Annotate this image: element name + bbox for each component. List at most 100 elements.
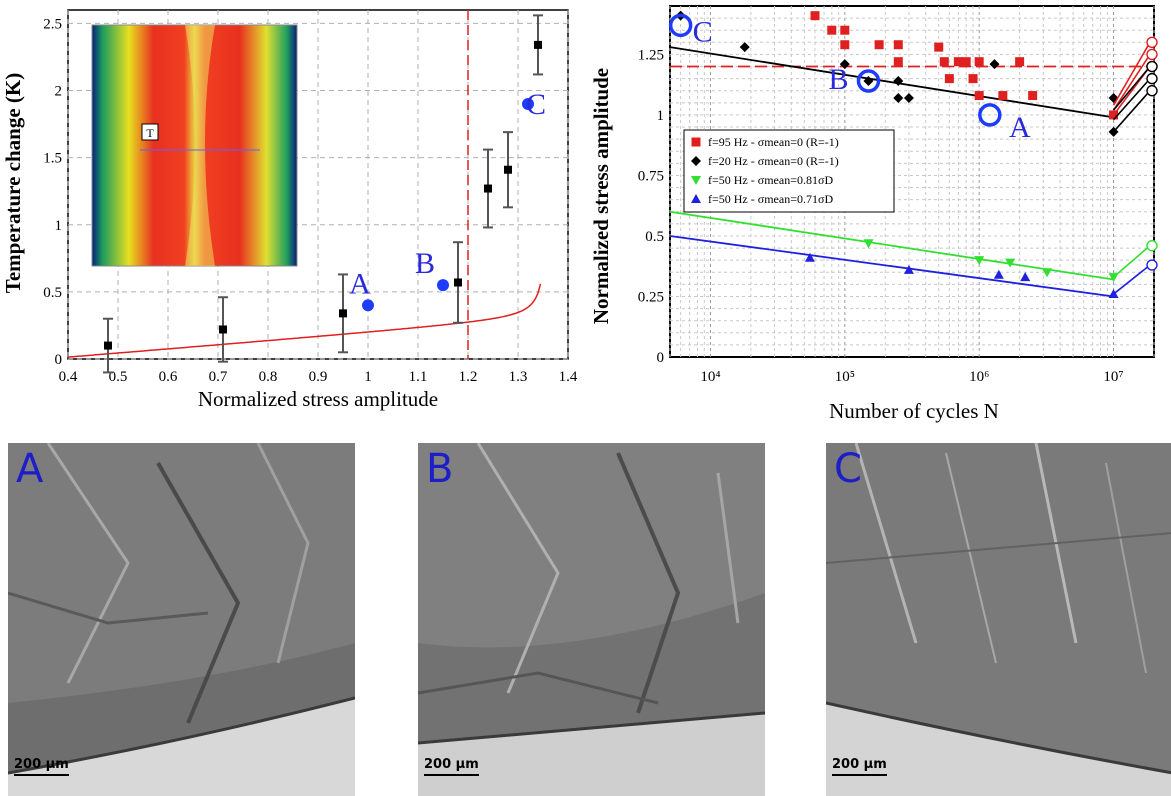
data-point	[893, 92, 904, 103]
data-point	[1020, 272, 1031, 282]
point-label: A	[349, 267, 371, 300]
y-tick-label: 2	[55, 84, 63, 100]
runout-arrow	[1113, 264, 1151, 295]
runout-arrows	[1112, 36, 1158, 295]
fit-line	[669, 46, 1114, 119]
y-tick-label: 0.25	[638, 289, 664, 305]
runout-arrow	[1112, 66, 1151, 111]
data-point	[534, 40, 542, 49]
x-axis-label: Normalized stress amplitude	[198, 387, 438, 411]
x-tick-label: 10⁷	[1103, 369, 1123, 385]
annotation-label: A	[1009, 111, 1031, 144]
data-point	[840, 25, 850, 35]
labeled-points: A B C	[349, 88, 546, 312]
x-tick-label: 1.3	[509, 369, 528, 385]
scale-bar: 200 µm	[424, 757, 479, 776]
annotation-label: C	[693, 15, 713, 48]
runout-arrow	[1112, 90, 1151, 133]
annotation-circle	[668, 13, 693, 38]
data-point	[998, 91, 1008, 101]
data-point	[903, 264, 914, 274]
x-tick-label: 0.4	[59, 369, 78, 385]
data-point	[1042, 268, 1053, 278]
data-point	[104, 341, 112, 350]
data-point	[484, 184, 492, 193]
runout-marker	[1146, 60, 1158, 73]
data-point	[839, 59, 850, 70]
data-point	[953, 57, 963, 67]
legend-entry: f=50 Hz - σmean=0.71σD	[708, 192, 833, 206]
data-point	[810, 11, 820, 21]
fit-lines	[669, 46, 1154, 298]
data-point	[934, 42, 944, 52]
x-axis-label: Number of cycles N	[829, 399, 999, 423]
data-point	[804, 252, 815, 262]
x-axis-ticks: 0.4 0.5 0.6 0.7 0.8 0.9 1 1.1 1.2 1.3 1.4	[59, 369, 578, 385]
micrograph-label: B	[426, 446, 454, 492]
data-point	[944, 74, 954, 84]
temperature-chart: 0.4 0.5 0.6 0.7 0.8 0.9 1 1.1 1.2 1.3 1.4 0 0.5 1 1.5…	[1, 9, 578, 411]
annotations: C B A	[668, 13, 1031, 144]
x-tick-label: 0.5	[109, 369, 128, 385]
data-point	[339, 309, 347, 318]
inset-label: T	[146, 126, 154, 140]
micrograph-b: B 200 µm	[418, 443, 765, 796]
runout-marker	[1146, 36, 1158, 49]
runout-marker	[1146, 85, 1158, 97]
data-point	[863, 76, 874, 87]
y-tick-label: 1	[657, 108, 665, 124]
labeled-point	[362, 299, 374, 312]
data-point	[691, 194, 701, 203]
annotation-circle	[978, 103, 1002, 127]
y-tick-label: 2.5	[43, 16, 62, 32]
y-axis-label: Normalized stress amplitude	[589, 68, 613, 324]
data-point	[827, 25, 837, 35]
data-points	[103, 14, 543, 374]
legend: f=95 Hz - σmean=0 (R=-1) f=20 Hz - σmean=…	[683, 129, 895, 213]
data-point	[989, 59, 1000, 70]
x-tick-label: 1.4	[559, 369, 578, 385]
data-point	[939, 57, 949, 67]
y-tick-label: 0	[657, 350, 665, 366]
x-tick-label: 10⁶	[969, 369, 989, 385]
x-tick-label: 0.7	[209, 369, 228, 385]
data-point	[840, 40, 850, 50]
micrograph-c: C 200 µm	[826, 443, 1171, 796]
x-tick-label: 0.6	[159, 369, 178, 385]
data-point	[691, 156, 701, 166]
data-point	[1005, 258, 1016, 268]
point-label: C	[526, 88, 546, 121]
data-point	[974, 91, 984, 101]
data-point	[874, 40, 884, 50]
data-point	[903, 92, 914, 103]
x-tick-label: 1.1	[409, 369, 428, 385]
data-point	[1109, 110, 1119, 120]
labeled-point	[437, 279, 449, 292]
data-point	[454, 278, 462, 287]
data-point	[893, 76, 904, 87]
data-point	[974, 57, 984, 67]
data-point	[893, 40, 903, 50]
runout-marker	[1146, 48, 1158, 61]
data-point	[961, 57, 971, 67]
x-tick-label: 10⁵	[835, 369, 855, 385]
legend-entry: f=20 Hz - σmean=0 (R=-1)	[708, 154, 839, 168]
legend-entry: f=50 Hz - σmean=0.81σD	[708, 173, 833, 187]
y-tick-label: 0	[55, 352, 63, 368]
x-tick-label: 10⁴	[700, 369, 720, 385]
y-tick-label: 1.5	[43, 151, 62, 167]
data-points	[675, 10, 1119, 299]
y-tick-label: 1	[55, 218, 63, 234]
micrograph-label: A	[16, 446, 44, 492]
annotation-circle	[856, 69, 881, 93]
y-axis-label: Temperature change (K)	[1, 73, 25, 293]
legend-entry: f=95 Hz - σmean=0 (R=-1)	[708, 135, 839, 149]
data-point	[504, 165, 512, 174]
micrograph-a: A 200 µm	[8, 443, 355, 796]
y-tick-label: 0.5	[43, 285, 62, 301]
data-point	[993, 269, 1004, 279]
runout-arrow	[1113, 245, 1151, 278]
data-point	[863, 239, 874, 249]
runout-marker	[1146, 72, 1158, 85]
sn-chart: 10⁴ 10⁵ 10⁶ 10⁷ 0 0.25 0.5 0.75 1 1.25 C B A f=95 …	[589, 5, 1158, 423]
